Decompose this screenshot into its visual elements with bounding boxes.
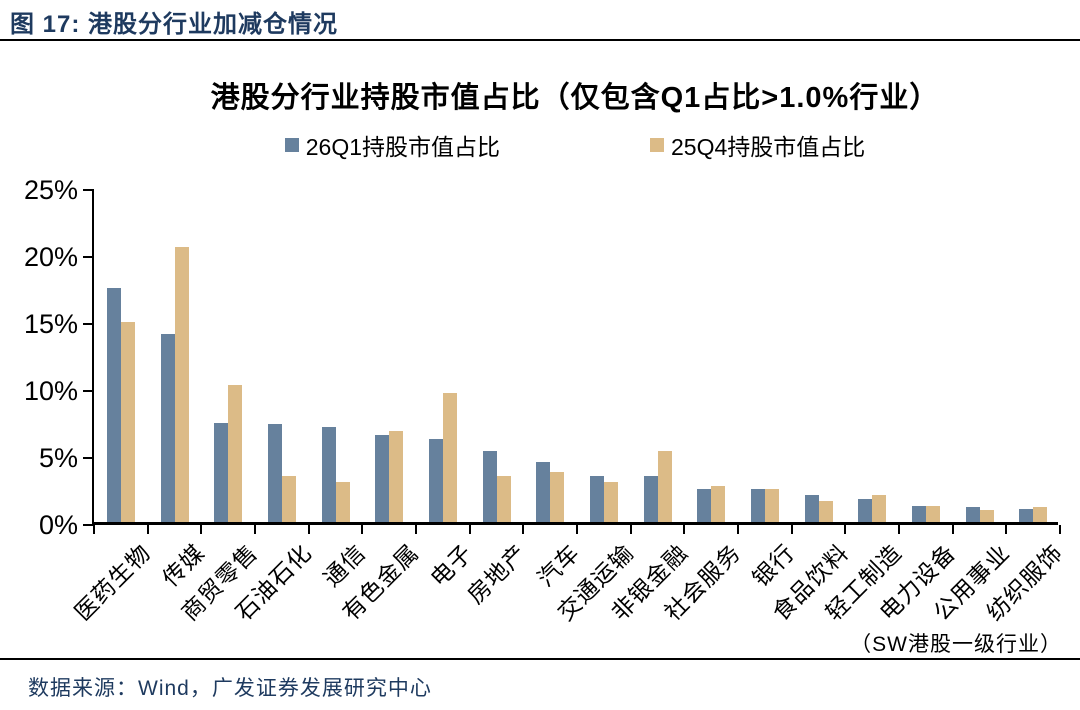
x-tick-mark [790, 525, 793, 534]
x-tick-mark [1005, 525, 1008, 534]
bar-q1 [965, 507, 980, 522]
figure-header: 图 17: 港股分行业加减仓情况 [0, 0, 1080, 42]
bar-q4 [281, 476, 296, 522]
legend-item: 25Q4持股市值占比 [650, 128, 865, 162]
plot-area: 0% 5% 10% 15% 20% 25% 医药生物 传媒 商贸零售 石油石化 通信 有色金属 电子 房地… [24, 175, 1068, 626]
bar-q4 [872, 495, 887, 522]
y-tick-label: 5% [38, 443, 78, 473]
legend-swatch [650, 138, 664, 152]
legend-label: 25Q4持股市值占比 [671, 134, 866, 160]
x-tick-mark [200, 525, 203, 534]
bar-q1 [536, 461, 551, 522]
y-tick-mark [83, 457, 94, 459]
bar-q4 [442, 393, 457, 522]
x-tick-mark [629, 525, 632, 534]
bar-q1 [321, 426, 336, 522]
legend-item: 26Q1持股市值占比 [284, 128, 500, 162]
bar-q4 [657, 451, 672, 522]
y-tick-label: 15% [23, 309, 78, 339]
bar-q4 [818, 500, 833, 522]
x-tick-mark [576, 525, 578, 534]
x-tick-mark [146, 525, 149, 534]
bar-q1 [911, 505, 926, 522]
x-tick-mark [93, 525, 95, 534]
bar-q4 [335, 481, 350, 522]
x-tick-mark [254, 525, 256, 534]
bar-q1 [482, 451, 497, 522]
chart-legend: 26Q1持股市值占比 25Q4持股市值占比 [92, 128, 1058, 162]
bar-q4 [603, 481, 618, 522]
x-tick-mark [307, 525, 310, 534]
y-tick-mark [83, 524, 94, 526]
y-tick-mark [83, 323, 94, 325]
y-tick-label: 0% [38, 510, 78, 540]
x-category-label: 房地产 [461, 539, 532, 609]
x-tick-mark [951, 525, 954, 534]
legend-swatch [284, 138, 299, 152]
y-tick-label: 20% [23, 242, 78, 272]
axis-note: （SW港股一级行业） [850, 633, 1062, 656]
data-source-text: 数据来源：Wind，广发证券发展研究中心 [28, 677, 432, 700]
x-tick-mark [361, 525, 364, 534]
bar-q4 [174, 247, 189, 522]
bar-q1 [804, 495, 819, 522]
bar-q1 [697, 488, 712, 522]
bar-q1 [858, 499, 873, 522]
bar-q4 [925, 505, 940, 522]
chart-title: 港股分行业持股市值占比（仅包含Q1占比>1.0%行业） [210, 82, 940, 114]
bar-q4 [550, 472, 565, 522]
x-tick-mark [415, 525, 417, 534]
x-tick-mark [898, 525, 900, 534]
header-divider [0, 39, 1080, 41]
bar-q4 [764, 488, 779, 522]
x-tick-mark [522, 525, 525, 534]
bar-q1 [375, 434, 390, 522]
y-tick-mark [83, 390, 94, 392]
y-tick-label: 25% [23, 175, 78, 205]
bar-q1 [214, 422, 229, 522]
bar-q1 [267, 424, 282, 522]
bar-q1 [750, 488, 765, 522]
bar-q4 [979, 509, 994, 522]
bar-q4 [389, 430, 404, 522]
bar-q4 [496, 476, 511, 522]
x-tick-mark [468, 525, 471, 534]
x-tick-mark [844, 525, 847, 534]
bar-q1 [589, 476, 604, 522]
bar-q1 [106, 287, 121, 522]
x-category-label: 医药生物 [69, 539, 156, 626]
y-tick-label: 10% [23, 376, 78, 406]
bar-q1 [428, 438, 443, 522]
y-tick-mark [83, 256, 94, 258]
bar-q4 [120, 322, 135, 522]
x-tick-mark [737, 525, 739, 534]
bar-q1 [160, 334, 175, 522]
bar-q4 [1033, 507, 1048, 522]
bar-q1 [643, 476, 658, 522]
legend-label: 26Q1持股市值占比 [305, 134, 500, 160]
x-tick-mark [683, 525, 686, 534]
bar-q4 [228, 385, 243, 522]
y-tick-mark [83, 189, 94, 191]
bar-q4 [711, 485, 726, 522]
figure-title: 图 17: 港股分行业加减仓情况 [10, 11, 339, 38]
x-tick-mark [1059, 525, 1061, 534]
footer-divider [0, 658, 1080, 660]
bar-q1 [1019, 508, 1034, 522]
